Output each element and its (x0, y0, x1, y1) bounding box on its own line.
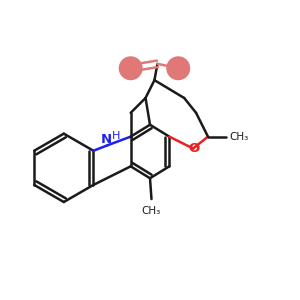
Text: CH₃: CH₃ (230, 132, 249, 142)
Text: N: N (100, 133, 112, 146)
Circle shape (167, 57, 190, 80)
Text: O: O (188, 142, 200, 155)
Circle shape (119, 57, 142, 80)
Text: H: H (112, 131, 121, 141)
Text: CH₃: CH₃ (142, 206, 161, 217)
